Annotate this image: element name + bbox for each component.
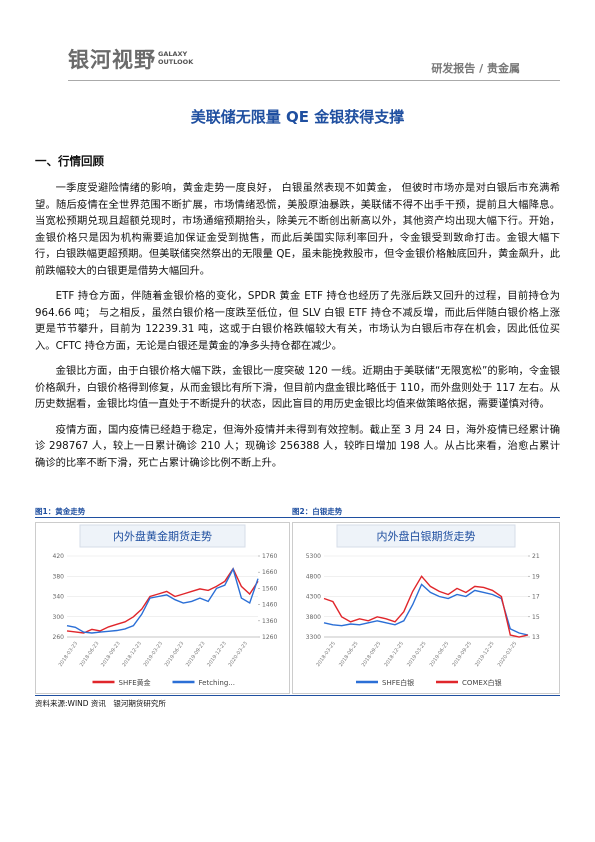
y2-tick-label: 1760 xyxy=(262,553,277,560)
y-tick-label: 4800 xyxy=(306,573,321,580)
y2-tick-label: 13 xyxy=(532,634,540,641)
series-line xyxy=(323,575,529,638)
y-tick-label: 380 xyxy=(53,573,65,580)
title-box xyxy=(336,524,516,548)
legend-label: Fetching... xyxy=(199,679,235,687)
category: 研发报告 / 贵金属 xyxy=(431,62,520,75)
paragraph: 疫情方面，国内疫情已经趋于稳定，但海外疫情并未得到有效控制。截止至 3 月 24… xyxy=(35,423,560,469)
y-tick-label: 260 xyxy=(53,634,65,641)
title: 美联储无限量 QE 金银获得支撑 xyxy=(190,108,405,126)
logo: 银河视野 xyxy=(68,48,156,72)
series-line xyxy=(66,567,259,634)
paragraph: 一季度受避险情绪的影响，黄金走势一度良好， 白银虽然表现不如黄金， 但彼时市场亦… xyxy=(35,182,560,277)
chart-frame xyxy=(292,522,560,694)
paragraph: 金银比方面，由于白银价格大幅下跌，金银比一度突破 120 一线。近期由于美联储“… xyxy=(35,365,560,410)
paragraph: ETF 持仓方面，伴随着金银价格的变化，SPDR 黄金 ETF 持仓也经历了先涨… xyxy=(35,290,560,352)
series-line xyxy=(323,583,529,636)
chart-title: 内外盘黄金期货走势 xyxy=(113,529,212,543)
y2-tick-label: 1660 xyxy=(262,569,277,576)
section-heading: 一、行情回顾 xyxy=(35,154,104,168)
legend-label: COMEX白银 xyxy=(462,678,502,687)
y2-tick-label: 19 xyxy=(532,573,540,580)
caption-rule xyxy=(35,517,560,518)
source: 资料来源:WIND 资讯 银河期货研究所 xyxy=(35,699,166,708)
chart: 内外盘白银期货走势3300380043004800530013151719212… xyxy=(292,522,560,694)
logo-en: GALAXY OUTLOOK xyxy=(158,50,193,66)
legend-label: SHFE黄金 xyxy=(119,678,151,687)
y-tick-label: 3300 xyxy=(306,634,321,641)
logo-en-line: GALAXY xyxy=(158,50,188,58)
y-tick-label: 3800 xyxy=(306,614,321,621)
y-tick-label: 300 xyxy=(53,614,65,621)
header-rule xyxy=(68,80,560,81)
y-tick-label: 340 xyxy=(53,594,65,601)
y-tick-label: 420 xyxy=(53,553,65,560)
chart-title: 内外盘白银期货走势 xyxy=(377,529,476,543)
series-line xyxy=(66,567,259,634)
logo-en-line: OUTLOOK xyxy=(158,58,194,66)
y2-tick-label: 1260 xyxy=(262,634,277,641)
body: 一季度受避险情绪的影响，黄金走势一度良好， 白银虽然表现不如黄金， 但彼时市场亦… xyxy=(35,180,560,480)
y-tick-label: 5300 xyxy=(306,553,321,560)
y2-tick-label: 17 xyxy=(532,594,540,601)
y2-tick-label: 15 xyxy=(532,614,540,621)
y2-tick-label: 21 xyxy=(532,553,540,560)
y2-tick-label: 1460 xyxy=(262,602,277,609)
chart-frame xyxy=(35,522,290,694)
caption: 图2：白银走势 xyxy=(292,507,343,516)
caption: 图1：黄金走势 xyxy=(35,507,86,516)
y-tick-label: 4300 xyxy=(306,594,321,601)
title-box xyxy=(79,524,246,548)
y2-tick-label: 1560 xyxy=(262,585,277,592)
legend-label: SHFE白银 xyxy=(382,678,414,687)
chart: 内外盘黄金期货走势 260 300 340 380 420 1260 1360 1460 1560… xyxy=(35,522,290,694)
source-rule xyxy=(35,695,560,696)
y2-tick-label: 1360 xyxy=(262,618,277,625)
